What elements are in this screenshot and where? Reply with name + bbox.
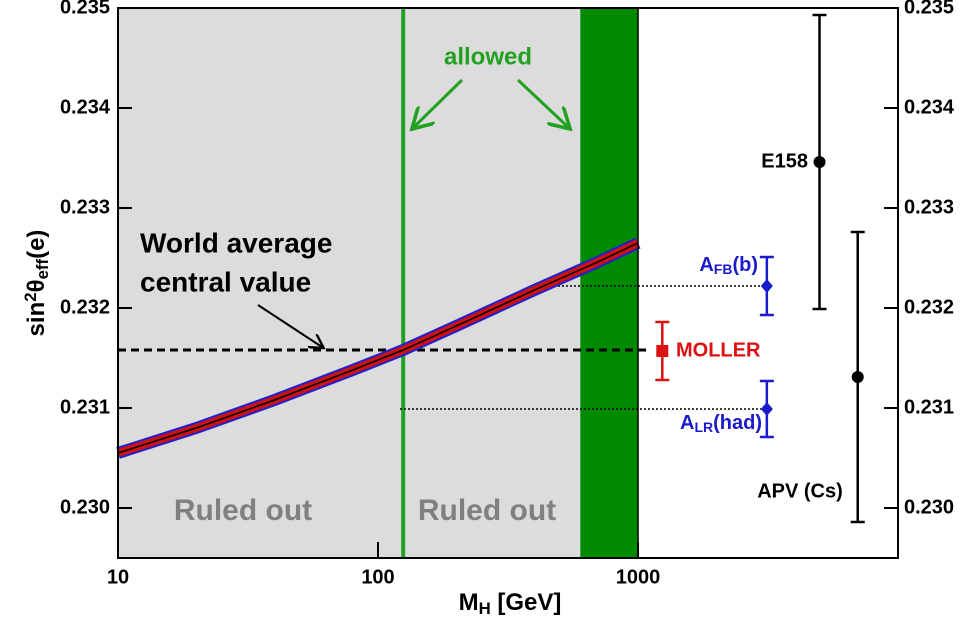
- y-tick-label: 0.230: [60, 496, 110, 518]
- y2-tick-label: 0.235: [904, 0, 954, 18]
- x-tick-label: 10: [107, 566, 129, 588]
- arrow: [516, 78, 568, 127]
- x-tick-label: 1000: [616, 566, 661, 588]
- annotation: Ruled out: [174, 494, 312, 527]
- data-point: [656, 345, 669, 357]
- label-part: A: [680, 412, 694, 434]
- label-part: A: [699, 254, 713, 276]
- label-part: (b): [732, 254, 758, 276]
- label-part: H: [479, 599, 491, 618]
- x-tick-label: 100: [361, 566, 394, 588]
- data-point: [760, 279, 773, 293]
- y2-tick-label: 0.234: [904, 96, 955, 118]
- annotation: Ruled out: [418, 494, 556, 527]
- arrow: [257, 304, 322, 347]
- label-part: M: [459, 589, 479, 616]
- y-axis-label: sin2θeff(e): [21, 230, 52, 337]
- point-label: AFB(b): [699, 254, 758, 277]
- annotation: central value: [140, 266, 311, 297]
- y2-tick-label: 0.232: [904, 296, 954, 318]
- data-point: [813, 156, 826, 168]
- point-label: E158: [761, 150, 808, 172]
- label-part: (e): [23, 230, 50, 259]
- label-part: FB: [714, 261, 733, 277]
- y-tick-label: 0.233: [60, 196, 110, 218]
- label-part: LR: [694, 419, 713, 435]
- y-tick-label: 0.231: [60, 396, 110, 418]
- y2-tick-label: 0.231: [904, 396, 954, 418]
- point-label: MOLLER: [676, 339, 761, 361]
- label-part: sin: [23, 302, 50, 337]
- point-label: APV (Cs): [757, 480, 843, 502]
- y-tick-label: 0.235: [60, 0, 110, 18]
- label-part: eff: [33, 259, 52, 280]
- arrow: [414, 78, 464, 127]
- region: [580, 8, 638, 558]
- curve: [117, 242, 639, 454]
- y2-tick-label: 0.230: [904, 496, 954, 518]
- plot-frame: [117, 7, 899, 559]
- data-point: [851, 371, 864, 383]
- label-part: 2: [21, 292, 40, 301]
- annotation: allowed: [444, 43, 532, 70]
- x-axis-label: MH [GeV]: [459, 589, 562, 617]
- label-part: [GeV]: [491, 589, 562, 616]
- label-part: θ: [23, 279, 50, 292]
- label-part: (had): [713, 412, 762, 434]
- y-tick-label: 0.232: [60, 296, 110, 318]
- data-point: [760, 402, 773, 416]
- annotation: World average: [140, 227, 332, 258]
- point-label: ALR(had): [680, 412, 762, 435]
- y-tick-label: 0.234: [60, 96, 111, 118]
- y2-tick-label: 0.233: [904, 196, 954, 218]
